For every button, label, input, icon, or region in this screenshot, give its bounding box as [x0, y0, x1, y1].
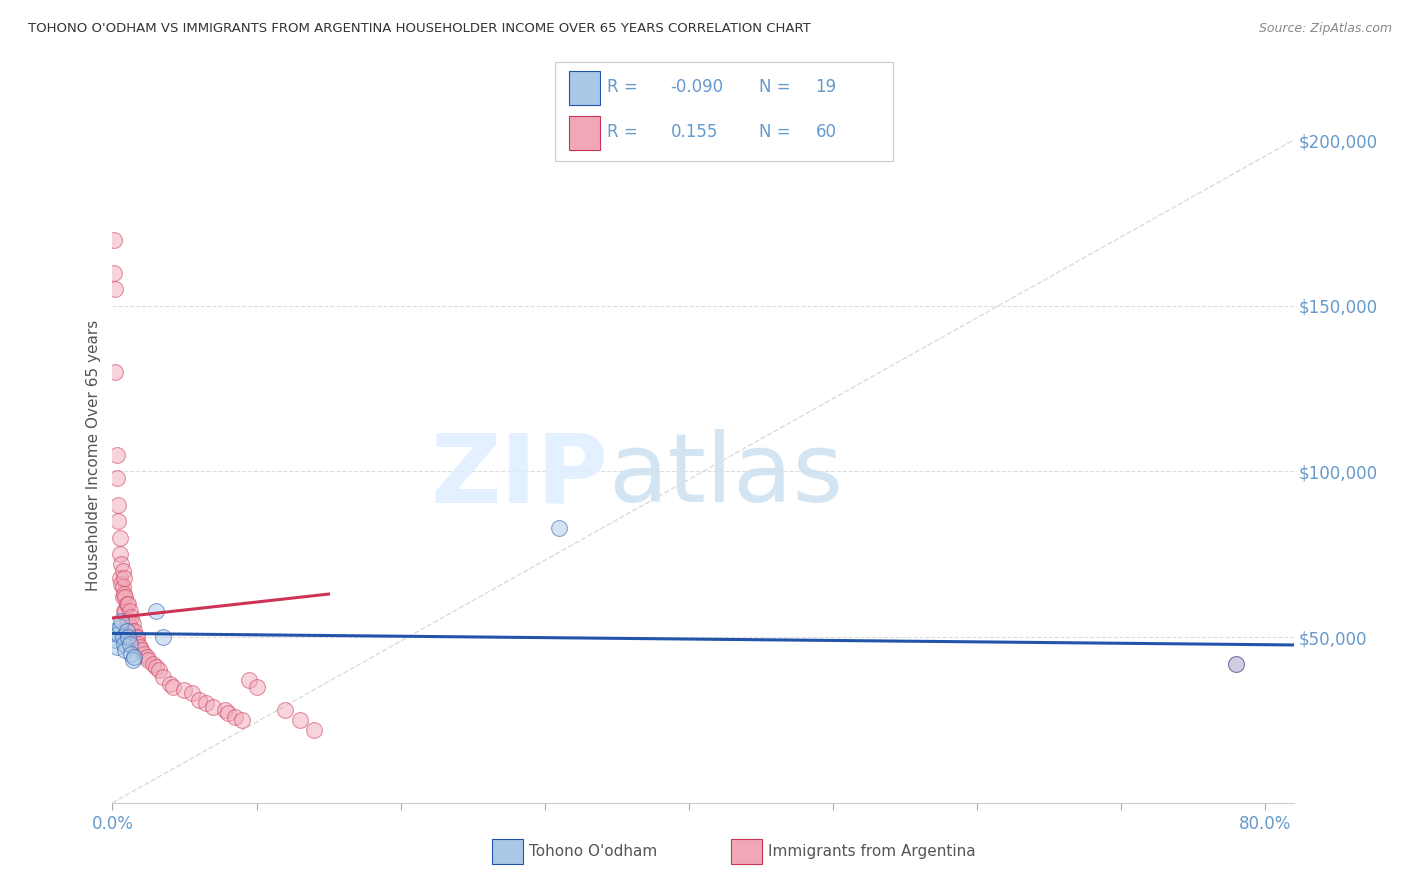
Point: [217, 706, 239, 721]
Point: [105, 640, 128, 654]
Point: [129, 643, 152, 657]
Point: [125, 630, 148, 644]
Point: [1225, 657, 1247, 671]
Point: [152, 670, 174, 684]
Text: N =: N =: [759, 123, 796, 141]
Text: R =: R =: [607, 78, 644, 96]
Point: [121, 653, 143, 667]
Point: [111, 591, 134, 605]
Point: [124, 630, 146, 644]
Point: [152, 630, 174, 644]
Point: [103, 624, 125, 638]
Point: [111, 630, 134, 644]
Point: [202, 699, 225, 714]
Point: [103, 233, 125, 247]
Text: 60: 60: [815, 123, 837, 141]
Point: [120, 647, 142, 661]
Point: [105, 471, 128, 485]
Point: [111, 564, 134, 578]
Point: [187, 693, 209, 707]
Point: [145, 660, 167, 674]
Text: Source: ZipAtlas.com: Source: ZipAtlas.com: [1258, 22, 1392, 36]
Point: [138, 653, 160, 667]
Point: [105, 448, 128, 462]
Point: [120, 624, 142, 638]
Point: [302, 723, 325, 737]
Point: [127, 637, 149, 651]
Point: [224, 709, 246, 723]
Point: [115, 614, 138, 628]
Point: [115, 597, 138, 611]
Point: [104, 365, 127, 379]
Point: [148, 663, 170, 677]
Point: [117, 630, 139, 644]
Point: [1225, 657, 1247, 671]
Point: [142, 657, 165, 671]
Point: [118, 604, 141, 618]
Point: [104, 633, 127, 648]
Point: [180, 686, 202, 700]
Point: [114, 591, 136, 605]
Point: [111, 581, 134, 595]
Point: [117, 614, 139, 628]
Point: [136, 650, 159, 665]
Point: [107, 627, 129, 641]
Point: [117, 597, 139, 611]
Point: [274, 703, 297, 717]
Point: [118, 620, 141, 634]
Point: [162, 680, 184, 694]
Point: [112, 637, 135, 651]
Text: atlas: atlas: [609, 429, 844, 523]
Point: [108, 570, 131, 584]
Text: -0.090: -0.090: [671, 78, 724, 96]
Point: [114, 604, 136, 618]
Point: [214, 703, 236, 717]
Point: [128, 640, 150, 654]
Point: [107, 498, 129, 512]
Point: [122, 624, 145, 638]
Point: [122, 650, 145, 665]
Point: [159, 676, 181, 690]
Text: Immigrants from Argentina: Immigrants from Argentina: [768, 845, 976, 859]
Text: TOHONO O'ODHAM VS IMMIGRANTS FROM ARGENTINA HOUSEHOLDER INCOME OVER 65 YEARS COR: TOHONO O'ODHAM VS IMMIGRANTS FROM ARGENT…: [28, 22, 811, 36]
Point: [104, 282, 127, 296]
Text: N =: N =: [759, 78, 796, 96]
Y-axis label: Householder Income Over 65 years: Householder Income Over 65 years: [86, 319, 101, 591]
Point: [195, 697, 218, 711]
Point: [108, 531, 131, 545]
Point: [114, 643, 136, 657]
Point: [115, 624, 138, 638]
Point: [238, 673, 260, 688]
Point: [103, 266, 125, 280]
Point: [288, 713, 311, 727]
Point: [245, 680, 267, 694]
Point: [121, 616, 143, 631]
Point: [108, 620, 131, 634]
Text: ZIP: ZIP: [430, 429, 609, 523]
Text: Tohono O'odham: Tohono O'odham: [529, 845, 657, 859]
Point: [173, 683, 195, 698]
Point: [108, 547, 131, 561]
Text: 19: 19: [815, 78, 837, 96]
Point: [107, 514, 129, 528]
Point: [120, 610, 142, 624]
Point: [118, 637, 141, 651]
Point: [110, 558, 132, 572]
Point: [145, 604, 167, 618]
Point: [110, 577, 132, 591]
Text: 0.155: 0.155: [671, 123, 718, 141]
Point: [112, 570, 135, 584]
Point: [112, 587, 135, 601]
Point: [134, 647, 156, 661]
Point: [231, 713, 253, 727]
Point: [112, 604, 135, 618]
Point: [110, 614, 132, 628]
Text: R =: R =: [607, 123, 648, 141]
Point: [548, 521, 571, 535]
